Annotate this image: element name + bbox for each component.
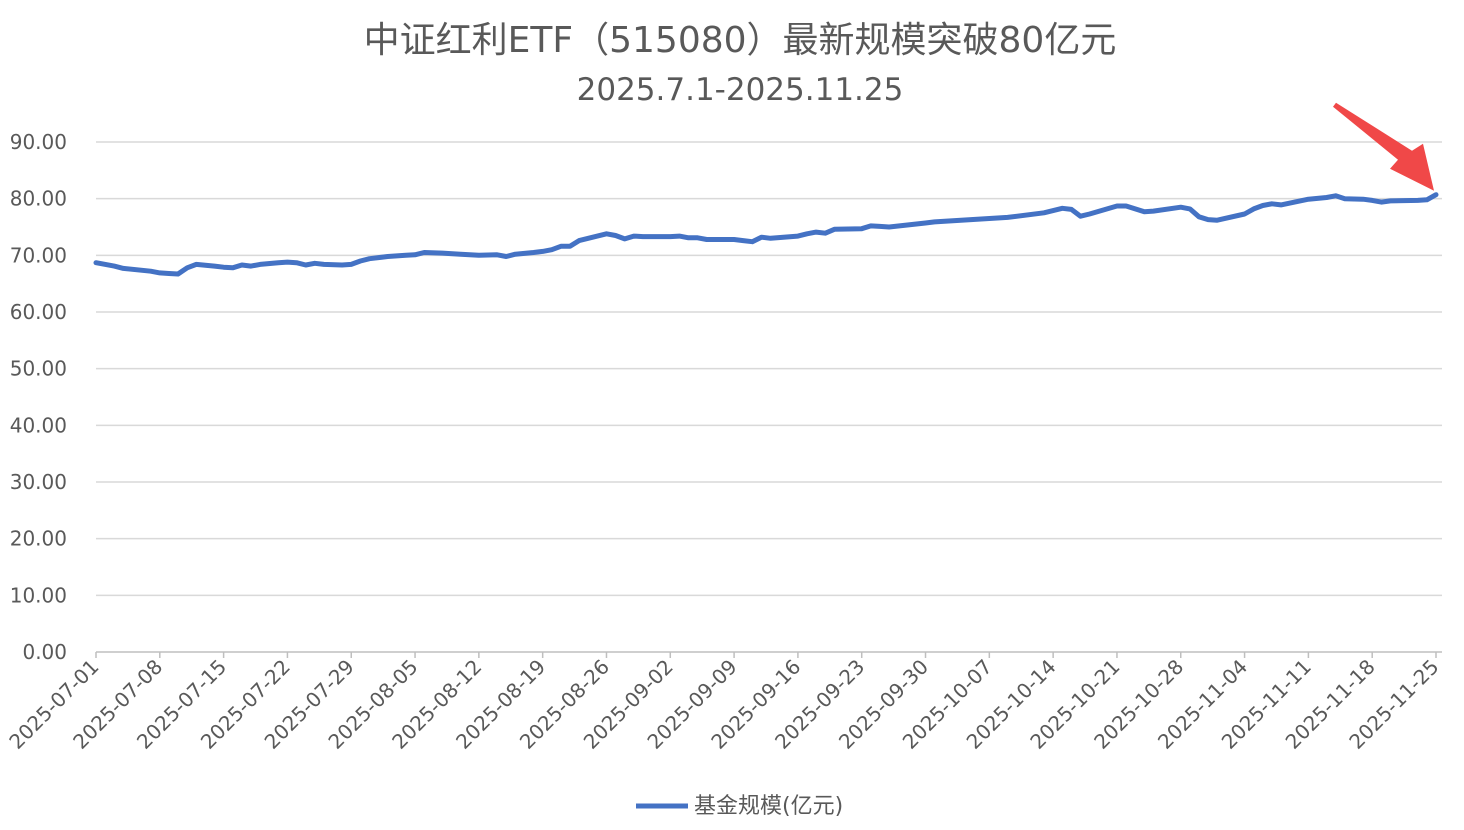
y-axis-ticks: 0.00 10.00 20.00 30.00 40.00 50.00 60.00 70.00 8…	[10, 130, 67, 664]
y-tick-label: 60.00	[10, 300, 67, 324]
y-tick-label: 70.00	[10, 243, 67, 267]
series-layer	[93, 192, 1439, 277]
y-tick-label: 0.00	[22, 640, 67, 664]
y-tick-label: 80.00	[10, 187, 67, 211]
annotation-arrow	[1333, 102, 1434, 191]
legend-label: 基金规模(亿元)	[694, 794, 843, 819]
grid-lines	[96, 141, 1442, 653]
chart-title: 中证红利ETF（515080）最新规模突破80亿元	[364, 20, 1117, 61]
y-tick-label: 40.00	[10, 413, 67, 437]
legend: 基金规模(亿元)	[636, 794, 843, 819]
chart-subtitle: 2025.7.1-2025.11.25	[577, 72, 904, 108]
x-axis-ticks: 2025-07-012025-07-082025-07-152025-07-22…	[4, 652, 1444, 754]
y-tick-label: 10.00	[10, 583, 67, 607]
y-tick-label: 50.00	[10, 357, 67, 381]
annotation-layer	[1333, 102, 1434, 191]
y-tick-label: 20.00	[10, 527, 67, 551]
y-tick-label: 30.00	[10, 470, 67, 494]
series-line	[93, 192, 1439, 277]
y-tick-label: 90.00	[10, 130, 67, 154]
